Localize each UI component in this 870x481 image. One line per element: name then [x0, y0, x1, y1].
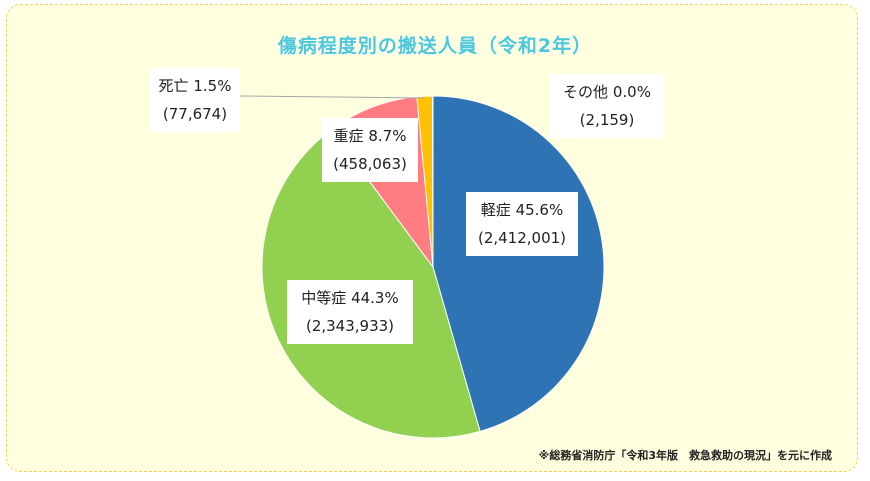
label-death: 死亡 1.5% (77,674): [150, 68, 240, 132]
label-mild: 軽症 45.6% (2,412,001): [466, 192, 578, 256]
leader-line-death: [239, 95, 425, 99]
label-mild-count: (2,412,001): [477, 229, 567, 247]
label-other-title: その他 0.0%: [563, 83, 651, 101]
label-moderate-title: 中等症 44.3%: [301, 289, 399, 307]
label-mild-title: 軽症 45.6%: [480, 201, 564, 219]
label-severe: 重症 8.7% (458,063): [322, 118, 418, 182]
label-moderate-count: (2,343,933): [305, 317, 395, 335]
label-moderate: 中等症 44.3% (2,343,933): [287, 280, 413, 344]
label-death-title: 死亡 1.5%: [158, 77, 232, 95]
chart-title: 傷病程度別の搬送人員（令和2年）: [277, 35, 593, 57]
label-death-count: (77,674): [162, 105, 228, 123]
label-severe-title: 重症 8.7%: [333, 127, 407, 145]
label-other: その他 0.0% (2,159): [550, 74, 664, 138]
source-note: ※総務省消防庁「令和3年版 救急救助の現況」を元に作成: [538, 449, 832, 462]
label-other-count: (2,159): [579, 111, 635, 129]
label-severe-count: (458,063): [333, 155, 407, 173]
slice-mild: [432, 95, 605, 433]
